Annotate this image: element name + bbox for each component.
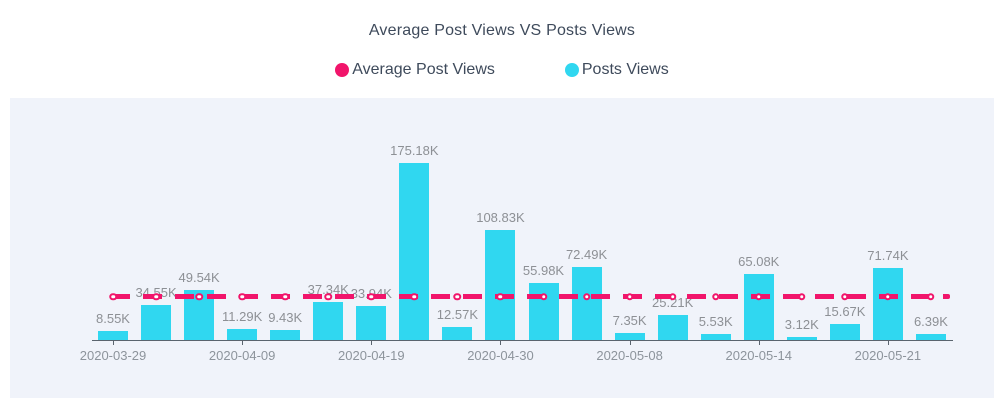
x-axis-tick <box>887 340 889 345</box>
x-axis-label: 2020-05-08 <box>596 348 663 363</box>
bar-value-label: 15.67K <box>824 304 866 320</box>
average-line-marker <box>281 293 289 301</box>
bar-posts-views-1[interactable] <box>141 305 172 340</box>
bar-posts-views-12[interactable] <box>614 332 645 340</box>
bar-value-label: 72.49K <box>565 246 608 262</box>
bar-posts-views-7[interactable] <box>399 163 430 340</box>
average-line-marker <box>927 293 935 301</box>
bar-value-label: 108.83K <box>476 210 525 226</box>
bar-posts-views-11[interactable] <box>571 266 602 340</box>
bar-value-label: 5.53K <box>698 314 733 330</box>
average-line-marker <box>625 293 634 301</box>
bar-posts-views-4[interactable] <box>270 330 301 340</box>
average-line-marker <box>367 293 376 301</box>
legend-item-average-post-views[interactable]: Average Post Views <box>335 61 495 79</box>
legend-item-posts-views[interactable]: Posts Views <box>564 61 669 79</box>
average-line-marker <box>496 293 505 301</box>
x-axis-label: 2020-04-30 <box>467 348 534 363</box>
x-axis-label: 2020-04-09 <box>208 348 276 363</box>
bar-posts-views-0[interactable] <box>98 331 128 340</box>
average-line-marker <box>755 293 763 301</box>
x-axis-tick <box>371 340 373 345</box>
bar-posts-views-19[interactable] <box>915 333 946 340</box>
x-axis-label: 2020-03-29 <box>79 348 147 363</box>
average-line-marker <box>152 293 160 301</box>
legend-label-average-post-views: Average Post Views <box>352 61 495 78</box>
bar-value-label: 7.35K <box>612 312 647 328</box>
bar-value-label: 9.43K <box>268 310 303 326</box>
bar-value-label: 49.54K <box>178 269 220 285</box>
bar-value-label: 37.34K <box>307 282 349 298</box>
average-line-marker <box>109 293 117 301</box>
average-line-marker <box>798 293 806 301</box>
x-axis-line <box>92 340 953 341</box>
legend: Average Post Views Posts Views <box>0 61 1004 79</box>
bar-posts-views-6[interactable] <box>356 305 387 340</box>
x-axis-label: 2020-05-21 <box>854 348 922 363</box>
x-axis-tick <box>758 340 760 345</box>
x-axis-label: 2020-05-14 <box>725 348 793 363</box>
average-line-marker <box>410 293 419 301</box>
bar-value-label: 3.12K <box>784 316 819 332</box>
average-line-marker <box>453 293 462 301</box>
legend-label-posts-views: Posts Views <box>581 61 669 78</box>
bar-posts-views-16[interactable] <box>786 336 817 340</box>
bar-posts-views-10[interactable] <box>528 283 559 340</box>
chart-title: Average Post Views VS Posts Views <box>368 22 636 39</box>
bar-posts-views-13[interactable] <box>657 314 688 340</box>
legend-dot-posts-icon <box>564 63 579 77</box>
bar-posts-views-9[interactable] <box>485 230 516 340</box>
bar-posts-views-5[interactable] <box>313 302 344 340</box>
bar-value-label: 6.39K <box>913 313 948 329</box>
average-line-marker <box>195 293 203 301</box>
bar-value-label: 11.29K <box>222 308 263 324</box>
bar-value-label: 12.57K <box>436 307 478 323</box>
bar-posts-views-14[interactable] <box>700 334 731 340</box>
plot-area: 8.55K34.55K49.54K11.29K9.43K37.34K33.94K… <box>10 98 994 398</box>
average-line-marker <box>884 293 892 301</box>
x-axis-tick <box>629 340 631 345</box>
x-axis-label: 2020-04-19 <box>338 348 405 363</box>
average-line-marker <box>668 293 677 301</box>
average-line-marker <box>539 293 548 301</box>
bar-value-label: 65.08K <box>738 254 780 270</box>
average-line-marker <box>324 293 332 301</box>
bar-posts-views-17[interactable] <box>829 324 860 340</box>
x-axis-tick <box>500 340 502 345</box>
bar-posts-views-15[interactable] <box>743 274 774 340</box>
average-line-marker <box>238 293 246 301</box>
average-line-marker <box>582 293 591 301</box>
bar-value-label: 55.98K <box>522 263 565 279</box>
legend-dot-average-icon <box>335 63 350 77</box>
average-line-marker <box>711 293 720 301</box>
bar-value-label: 8.55K <box>96 311 130 327</box>
average-post-views-line <box>111 294 950 300</box>
bar-value-label: 175.18K <box>390 143 439 158</box>
x-axis-tick <box>242 340 244 345</box>
bar-posts-views-3[interactable] <box>227 328 258 340</box>
bar-posts-views-8[interactable] <box>442 327 473 340</box>
bar-value-label: 71.74K <box>867 247 909 263</box>
bar-posts-views-18[interactable] <box>872 267 903 340</box>
x-axis-tick <box>113 340 114 345</box>
average-line-marker <box>841 293 849 301</box>
